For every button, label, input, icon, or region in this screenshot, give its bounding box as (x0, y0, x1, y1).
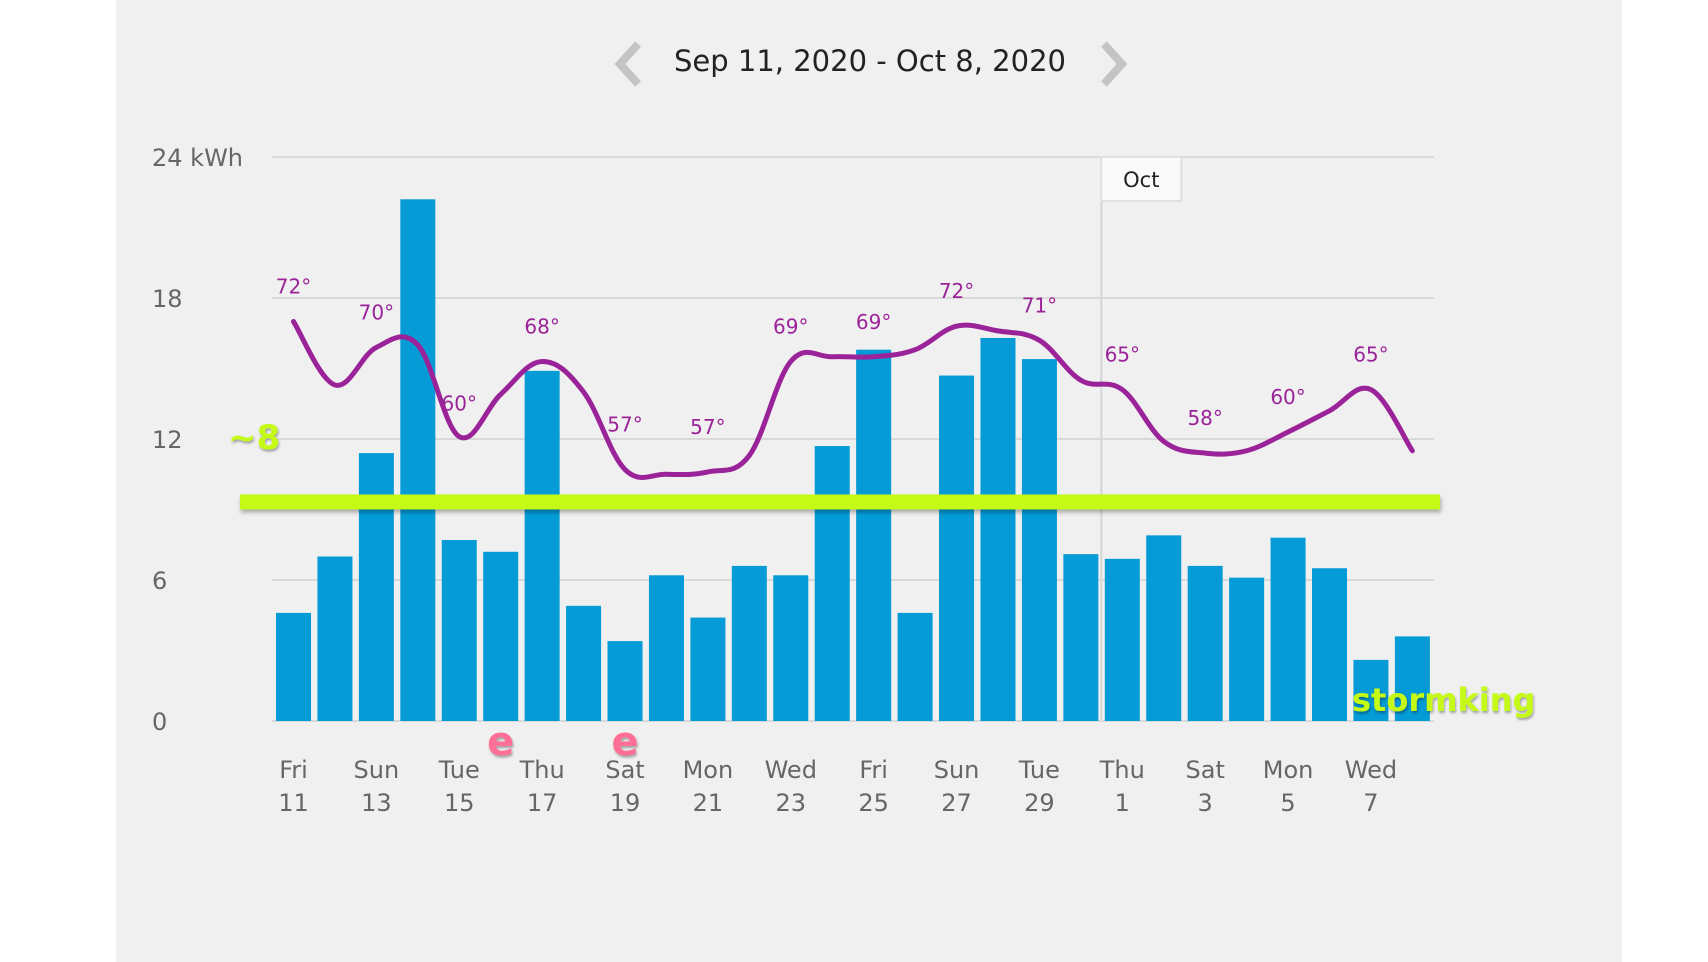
temperature-label: 58° (1187, 406, 1222, 430)
temperature-label: 65° (1353, 343, 1388, 367)
bar (814, 446, 850, 721)
bar (1063, 554, 1099, 721)
e-marker: e (487, 719, 514, 765)
x-tick-day: Sat (1186, 756, 1225, 784)
temperature-label: 70° (359, 300, 394, 324)
x-tick-date: 1 (1115, 789, 1130, 817)
temperature-label: 72° (276, 275, 311, 299)
watermark: stormking (1352, 681, 1535, 719)
chart-header: Sep 11, 2020 - Oct 8, 2020 (0, 0, 1708, 120)
month-label: Oct (1123, 168, 1159, 192)
temperature-line (291, 319, 1415, 480)
bar (483, 551, 519, 721)
bar-series (276, 199, 1430, 722)
bar (1229, 577, 1265, 721)
reference-line (240, 494, 1440, 510)
e-marker: e (611, 719, 638, 765)
temperature-label: 72° (939, 279, 974, 303)
x-tick-day: Sun (934, 756, 980, 784)
next-period-button[interactable] (1090, 40, 1134, 88)
bar (276, 612, 311, 721)
bar (1021, 359, 1057, 721)
x-tick-date: 13 (361, 789, 392, 817)
x-tick-day: Wed (765, 756, 817, 784)
x-tick-day: Mon (1263, 756, 1314, 784)
bar (1146, 535, 1182, 721)
bar (400, 199, 436, 722)
bar (731, 565, 767, 721)
bar (566, 605, 602, 721)
x-tick-day: Tue (438, 756, 480, 784)
x-tick-day: Fri (859, 756, 888, 784)
y-tick-label: 12 (152, 426, 183, 454)
bar (1270, 537, 1306, 721)
x-tick-day: Wed (1345, 756, 1397, 784)
bar (358, 453, 394, 721)
x-tick-day: Mon (683, 756, 734, 784)
chevron-left-icon (614, 41, 641, 87)
previous-period-button[interactable] (608, 40, 652, 88)
bar (1104, 558, 1140, 721)
bar (897, 612, 933, 721)
temperature-label: 60° (442, 392, 477, 416)
bar (773, 575, 809, 721)
x-tick-date: 17 (527, 789, 558, 817)
reference-line-label: ~8 (228, 418, 280, 458)
date-range-title: Sep 11, 2020 - Oct 8, 2020 (674, 44, 1066, 78)
temperature-label: 60° (1270, 385, 1305, 409)
x-tick-date: 27 (941, 789, 972, 817)
bar (1312, 568, 1347, 721)
temperature-series: 72° 70° 60° 68° 57° 57° 69° 69° 72° 71° 65° 58° 60° 6… (276, 275, 1415, 480)
bar (441, 540, 477, 721)
x-tick-day: Thu (519, 756, 565, 784)
y-tick-label: 6 (152, 567, 167, 595)
y-axis: 0 6 12 18 24 kWh (152, 144, 243, 736)
x-tick-day: Sun (354, 756, 400, 784)
bar (1187, 565, 1223, 721)
bar (690, 617, 726, 721)
x-tick-date: 29 (1024, 789, 1055, 817)
x-tick-date: 7 (1363, 789, 1378, 817)
bar (939, 375, 975, 721)
x-tick-date: 23 (776, 789, 807, 817)
x-tick-day: Tue (1018, 756, 1060, 784)
bar (980, 337, 1016, 721)
y-tick-label: 24 kWh (152, 144, 243, 172)
annotations: ~8 e e stormking (228, 418, 1535, 765)
month-label-box (1100, 156, 1183, 202)
temperature-label: 71° (1022, 293, 1057, 317)
bar (856, 349, 892, 721)
x-tick-date: 21 (693, 789, 724, 817)
temperature-label: 69° (773, 314, 808, 338)
x-tick-date: 25 (858, 789, 889, 817)
bar (317, 556, 353, 721)
y-tick-label: 18 (152, 285, 183, 313)
bar (1353, 659, 1389, 721)
x-tick-date: 15 (444, 789, 475, 817)
x-tick-date: 3 (1198, 789, 1213, 817)
chevron-right-icon (1101, 41, 1128, 87)
temperature-label: 69° (856, 310, 891, 334)
x-tick-date: 19 (610, 789, 641, 817)
bar (607, 641, 643, 721)
y-tick-label: 0 (152, 708, 167, 736)
bar (524, 370, 560, 721)
temperature-label: 57° (690, 415, 725, 439)
x-axis: Fri11Sun13Tue15Thu17Sat19Mon21Wed23Fri25… (278, 756, 1397, 817)
temperature-label: 68° (524, 314, 559, 338)
bar (1394, 636, 1430, 721)
x-tick-day: Thu (1099, 756, 1145, 784)
bar (648, 575, 684, 721)
temperature-label: 65° (1105, 343, 1140, 367)
x-tick-day: Fri (279, 756, 308, 784)
x-tick-date: 5 (1280, 789, 1295, 817)
x-tick-day: Sat (605, 756, 644, 784)
month-marker: Oct (1100, 156, 1183, 721)
temperature-label: 57° (607, 413, 642, 437)
x-tick-date: 11 (278, 789, 309, 817)
